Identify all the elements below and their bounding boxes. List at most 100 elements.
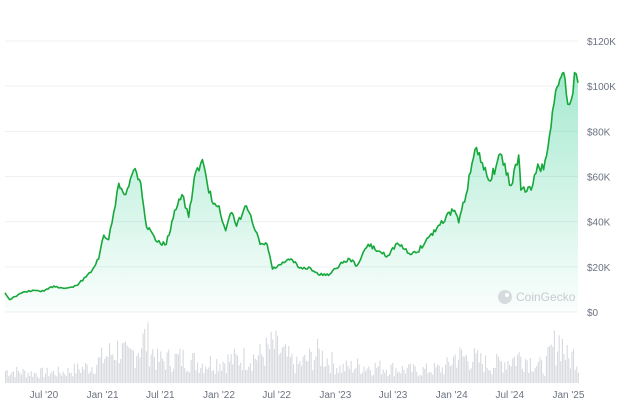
volume-bar [133,350,135,383]
volume-bar [296,356,298,383]
volume-bar [464,356,466,383]
volume-bar [453,356,455,383]
volume-bar [201,363,203,383]
volume-bar [286,356,288,383]
volume-bar [397,372,399,383]
volume-bar [225,373,227,383]
volume-bar [165,369,167,383]
volume-bar [478,362,480,383]
y-tick-label: $60K [587,173,611,184]
volume-bar [254,358,256,383]
volume-bar [233,348,235,383]
volume-bar [518,352,520,383]
volume-bar [400,373,402,383]
coingecko-logo-icon [498,290,512,304]
volume-bar [62,371,64,383]
volume-bar [493,368,495,383]
volume-bar [69,373,71,383]
volume-bar [249,363,251,383]
y-tick-label: $100K [587,82,616,93]
volume-bar [496,353,498,383]
volume-bar [227,354,229,383]
volume-bar [145,351,147,383]
volume-bar [475,353,477,383]
volume-bar [558,335,560,383]
volume-bar [126,345,128,383]
volume-bar [411,371,413,383]
volume-bar [326,358,328,383]
volume-bar [224,363,226,383]
volume-bar [65,376,67,383]
volume-bar [360,373,362,383]
x-tick-label: Jul '20 [30,390,59,401]
volume-bar [16,366,18,383]
volume-bar [477,349,479,383]
volume-bar [389,374,391,383]
volume-bar [376,368,378,383]
volume-bar [182,349,184,383]
volume-bar [438,365,440,383]
volume-bar [22,368,24,383]
volume-bar [115,360,117,383]
volume-bar [56,376,58,383]
volume-bar [211,370,213,383]
volume-bar [169,365,171,383]
volume-bar [505,369,507,383]
volume-bar [371,375,373,383]
volume-bar [129,348,131,383]
volume-bar [213,370,215,383]
volume-bar [46,367,48,383]
volume-bar [379,360,381,383]
volume-bar [555,365,557,383]
volume-bar [173,368,175,383]
y-tick-label: $40K [587,218,611,229]
volume-bar [443,374,445,383]
volume-bar [363,366,365,383]
volume-bar [198,372,200,383]
volume-bar [561,338,563,383]
volume-bar [113,359,115,383]
volume-bar [293,364,295,383]
volume-bar [99,357,101,383]
volume-bar [67,367,69,383]
volume-bar [221,370,223,383]
volume-bar [304,354,306,383]
volume-bar [209,356,211,383]
volume-bar [329,373,331,383]
volume-bar [565,360,567,383]
volume-bar [118,363,120,383]
volume-bar [392,362,394,383]
volume-bar [149,366,151,383]
volume-bar [110,354,112,383]
volume-bar [257,355,259,383]
volume-bar [350,361,352,383]
volume-bar [577,372,579,383]
volume-bar [341,372,343,383]
volume-bar [229,361,231,383]
volume-bar [280,352,282,383]
volume-bar [72,376,74,383]
volume-bar [405,373,407,383]
volume-bar [176,353,178,383]
volume-bar [21,374,23,383]
volume-bar [217,371,219,383]
volume-bar [142,333,144,383]
volume-bar [331,352,333,383]
volume-bar [48,376,50,383]
volume-bar [30,370,32,383]
volume-bar [73,363,75,383]
volume-bar [40,368,42,383]
volume-bar [310,351,312,383]
volume-bar [195,370,197,383]
volume-bar [117,340,119,383]
volume-bar [349,369,351,383]
price-line-group [4,71,579,301]
volume-bar [289,357,291,383]
volume-bar [451,364,453,383]
watermark-text: CoinGecko [516,290,576,304]
volume-bar [553,330,555,383]
volume-bar [422,367,424,383]
volume-bar [131,349,133,383]
volume-bar [168,349,170,383]
volume-bar [88,373,90,383]
